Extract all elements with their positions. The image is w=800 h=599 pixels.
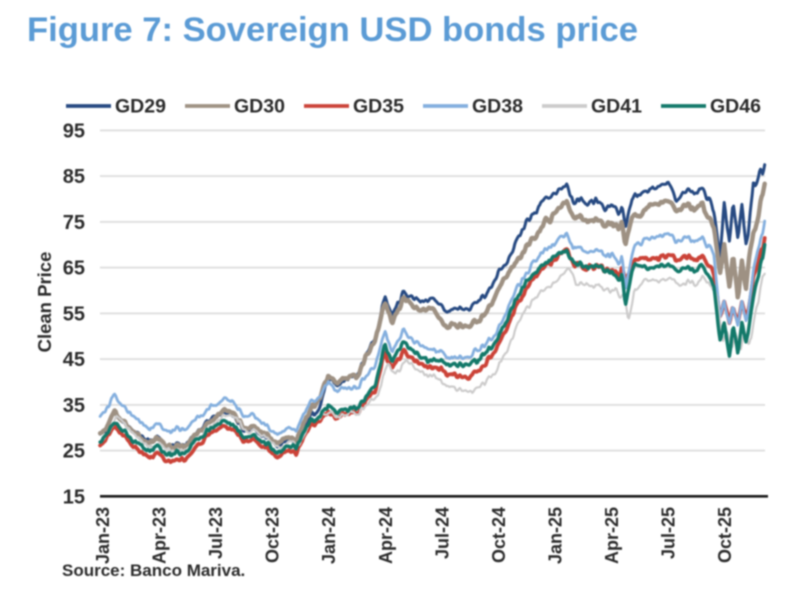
svg-text:Clean Price: Clean Price xyxy=(34,252,55,353)
svg-text:Jul-23: Jul-23 xyxy=(206,507,226,559)
svg-text:25: 25 xyxy=(63,441,85,463)
svg-text:55: 55 xyxy=(63,303,85,325)
svg-text:Apr-24: Apr-24 xyxy=(376,507,396,564)
svg-text:Source: Banco Mariva.: Source: Banco Mariva. xyxy=(62,561,245,580)
svg-text:GD41: GD41 xyxy=(591,96,642,118)
svg-text:95: 95 xyxy=(63,120,85,142)
svg-text:GD38: GD38 xyxy=(472,96,523,118)
svg-text:15: 15 xyxy=(63,486,85,508)
svg-text:GD30: GD30 xyxy=(234,96,285,118)
svg-text:Apr-25: Apr-25 xyxy=(602,507,622,564)
svg-text:35: 35 xyxy=(63,395,85,417)
svg-text:Jan-24: Jan-24 xyxy=(319,507,339,564)
svg-text:Oct-25: Oct-25 xyxy=(715,507,735,563)
svg-text:45: 45 xyxy=(63,349,85,371)
svg-text:Apr-23: Apr-23 xyxy=(150,507,170,564)
svg-text:Jul-25: Jul-25 xyxy=(659,507,679,559)
svg-text:Jan-25: Jan-25 xyxy=(545,507,565,564)
svg-text:Jul-24: Jul-24 xyxy=(432,507,452,559)
svg-text:75: 75 xyxy=(63,212,85,234)
svg-text:GD29: GD29 xyxy=(115,96,166,118)
svg-text:GD46: GD46 xyxy=(710,96,761,118)
svg-text:Oct-23: Oct-23 xyxy=(263,507,283,563)
svg-text:Oct-24: Oct-24 xyxy=(489,507,509,563)
svg-text:65: 65 xyxy=(63,258,85,280)
svg-text:Figure 7: Sovereign USD bonds: Figure 7: Sovereign USD bonds price xyxy=(27,11,638,49)
svg-text:85: 85 xyxy=(63,166,85,188)
svg-text:GD35: GD35 xyxy=(353,96,404,118)
svg-text:Jan-23: Jan-23 xyxy=(93,507,113,564)
